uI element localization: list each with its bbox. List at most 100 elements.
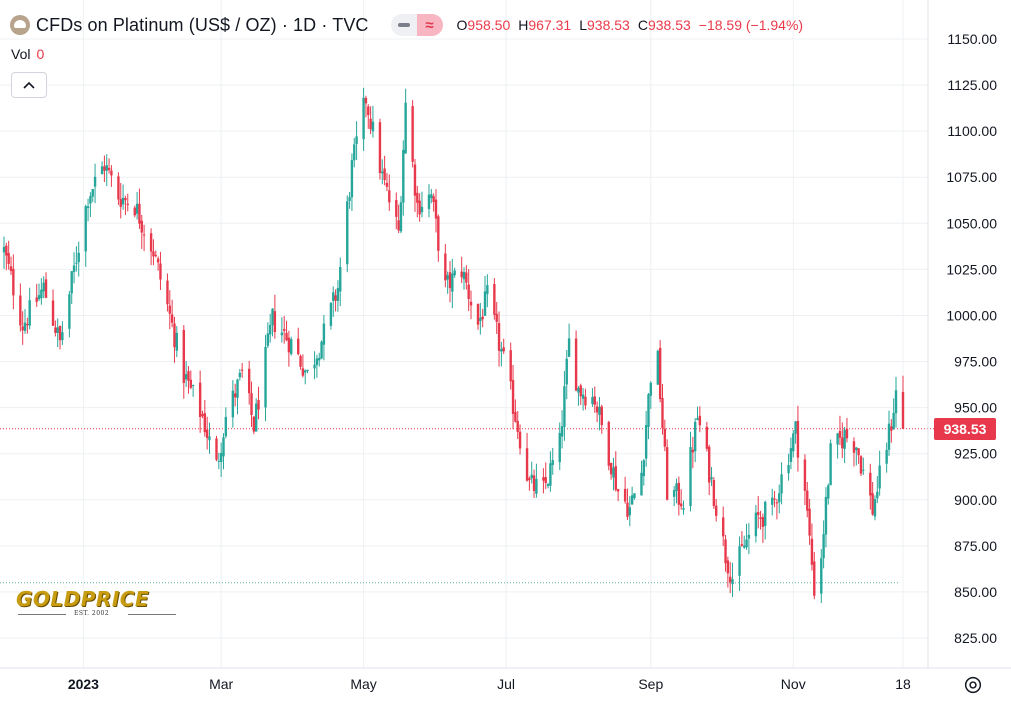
candle-body [54,327,57,333]
candle-body [714,505,718,516]
candle-body [661,397,664,429]
candle-body [794,421,797,434]
candle-body [432,196,435,203]
candle-body [532,475,536,491]
close-value: 938.53 [647,17,691,33]
candle-body [679,503,683,507]
candle-body [448,272,452,289]
candle-body [446,275,449,280]
candle-body [58,325,62,341]
candle-body [420,206,424,213]
y-tick-label: 1025.00 [946,261,997,277]
candle-body [460,271,463,278]
candle-body [754,512,758,537]
candle-body [170,314,174,323]
ohlc-values: O958.50 H967.31 L938.53 C938.53 −18.59 (… [457,17,804,33]
candle-body [901,391,905,429]
candle-body [266,333,270,346]
candle-body [894,390,898,414]
candle-body [42,282,45,292]
candle-body [558,433,561,463]
candle-body [84,206,87,252]
candle-body [698,415,702,426]
gear-icon[interactable] [962,674,984,696]
candle-body [107,167,111,171]
candle-body [381,171,384,174]
candle-body [803,459,807,491]
y-tick-label: 850.00 [954,584,997,600]
candle-body [217,460,221,462]
candle-body [444,253,447,281]
candle-body [495,313,498,322]
candle-body [796,420,800,458]
candle-body [371,121,375,132]
y-tick-label: 875.00 [954,538,997,554]
candle-body [247,368,251,394]
candle-body [201,414,204,417]
candle-body [173,323,176,348]
candle-body [110,170,113,176]
y-tick-label: 900.00 [954,492,997,508]
high-label: H [518,17,529,33]
symbol-title[interactable]: CFDs on Platinum (US$ / OZ) · 1D · TVC [36,14,369,35]
candle-body [121,197,125,205]
platinum-symbol-icon[interactable] [10,15,30,35]
candle-body [549,463,552,486]
candle-body [481,316,484,320]
candle-body [222,437,225,457]
candle-body [707,446,711,483]
x-tick-label: 2023 [68,676,99,692]
candle-body [584,396,587,406]
candle-body [693,421,697,452]
candle-body [7,253,10,265]
candle-body [138,203,141,224]
candle-body [656,350,660,385]
candle-body [509,350,512,382]
y-tick-label: 1125.00 [947,77,997,93]
candle-body [154,255,157,257]
candle-body [434,199,438,219]
candle-body [852,441,856,453]
candle-body [890,426,893,431]
candle-body [23,322,27,331]
candle-body [535,479,538,494]
series-toggle[interactable]: ≈ [390,14,443,36]
candle-body [462,271,466,280]
candle-body [829,443,832,486]
candle-body [726,560,730,574]
candle-body [757,512,760,516]
candle-body [600,406,603,426]
candle-body [91,189,94,197]
candle-body [168,305,171,314]
candle-body [329,302,333,326]
candle-body [362,97,365,140]
candle-body [710,477,713,480]
candle-body [813,561,816,596]
candle-body [306,369,309,372]
candle-body [72,265,76,272]
candle-body [198,382,202,417]
candle-body [315,358,319,365]
open-value: 958.50 [467,17,511,33]
candle-body [437,216,440,251]
candle-body [369,118,372,130]
collapse-legend-button[interactable] [11,72,47,98]
wave-icon[interactable]: ≈ [416,14,443,36]
candle-body [696,418,699,421]
candle-body [418,200,421,215]
hide-series-icon[interactable] [391,14,417,36]
candle-body [252,416,256,432]
candle-body [644,425,648,459]
candle-body [271,308,274,326]
candle-body [103,166,106,171]
candle-body [257,400,260,410]
candle-body [388,190,391,203]
candle-body [40,289,43,299]
candle-body [451,273,454,292]
candle-body [19,295,22,326]
candle-body [254,403,258,432]
candle-body [126,203,129,205]
candle-body [747,534,751,539]
candle-body [231,390,235,418]
